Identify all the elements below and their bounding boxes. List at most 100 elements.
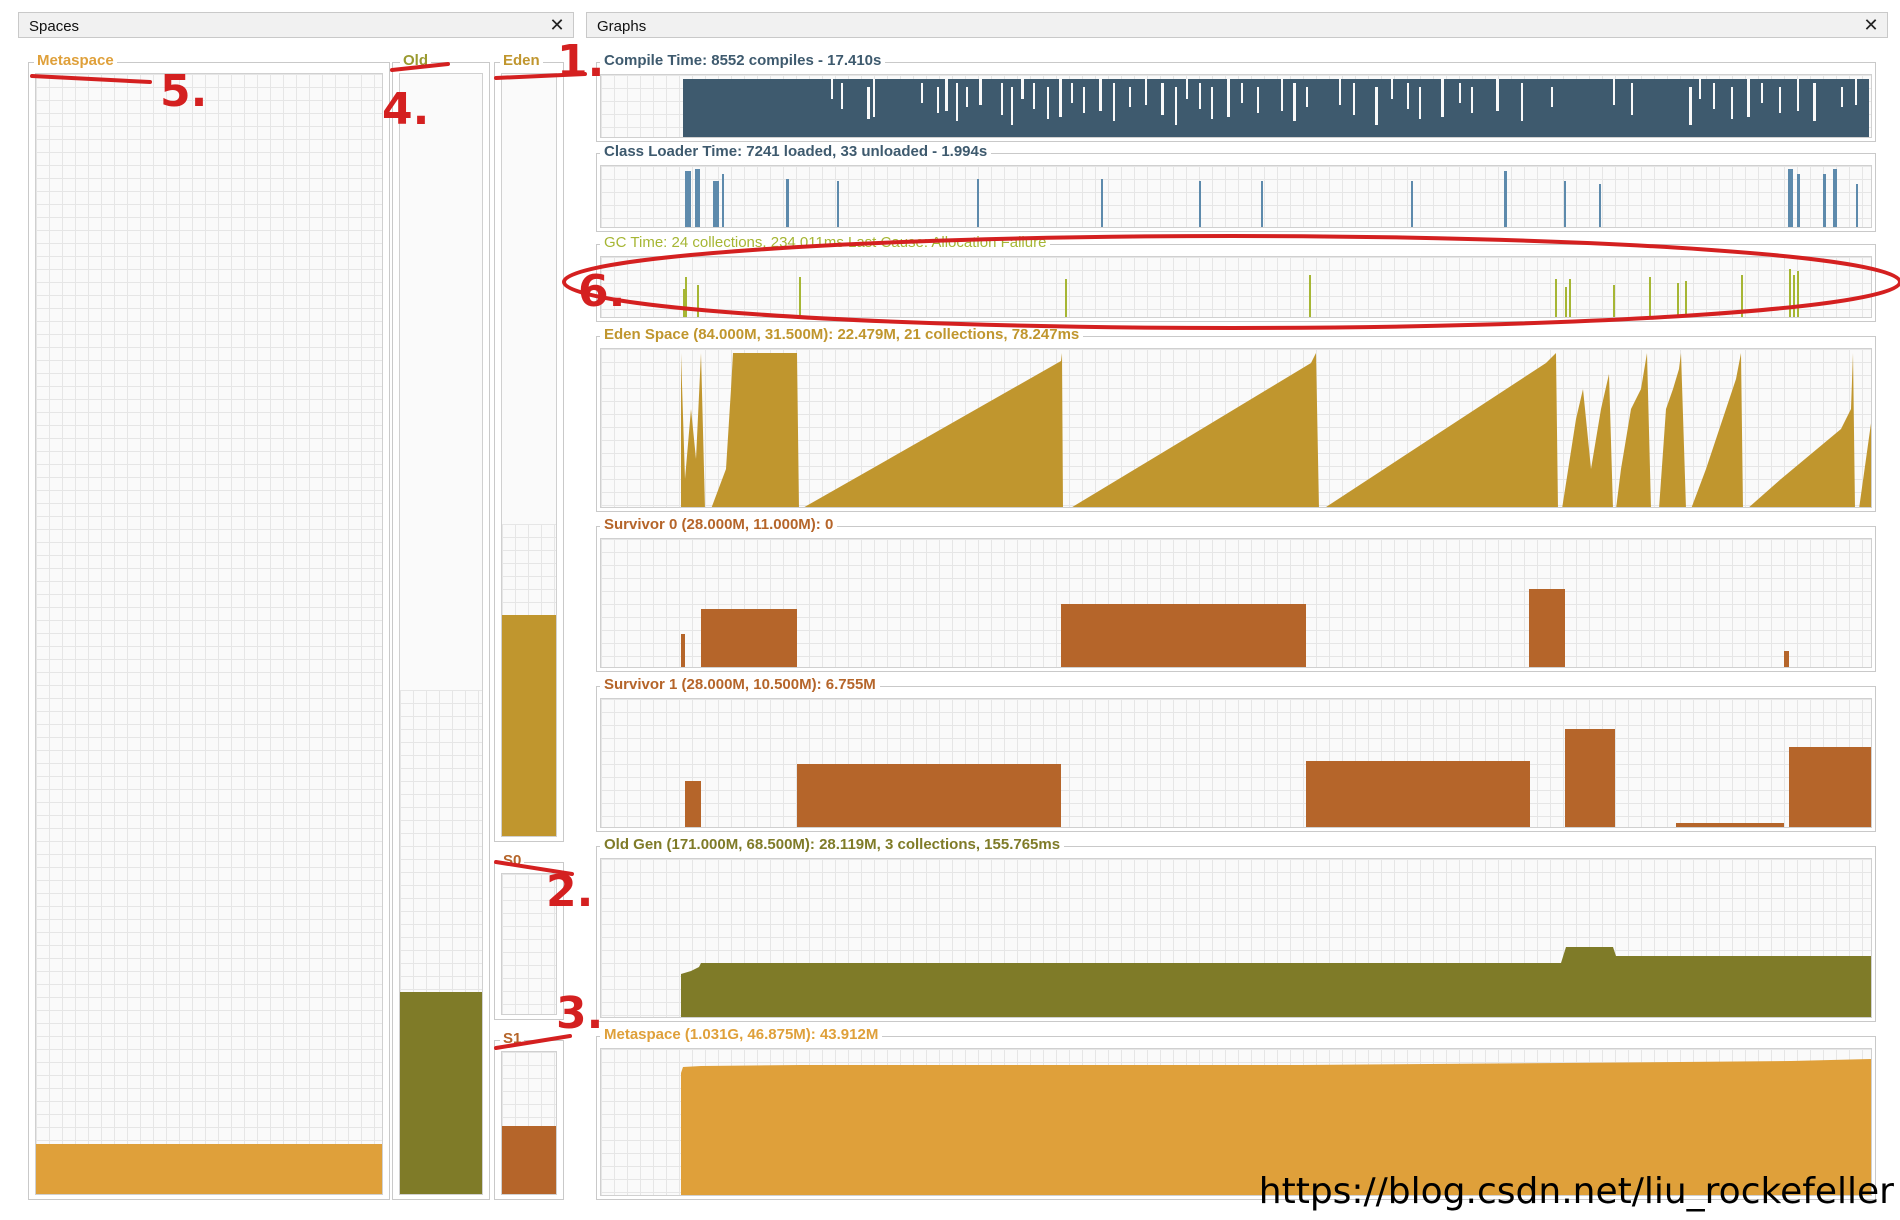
compile-gap [1471,87,1473,113]
gc-spike [697,285,699,317]
metaspace-space-label: Metaspace [34,52,117,69]
gc-spike [685,277,687,317]
classloader-spike [1823,174,1826,227]
compile-gap [1747,79,1750,117]
spaces-close-icon[interactable]: ✕ [549,15,565,35]
compile-graph-label: Compile Time: 8552 compiles - 17.410s [600,52,886,69]
spaces-panel-title: Spaces [29,18,80,35]
eden-graph-svg [681,353,1871,507]
compile-gap [1059,79,1062,117]
s0-bar-5 [1784,651,1789,667]
gc-spike [1677,283,1679,317]
s1-graph-label: Survivor 1 (28.000M, 10.500M): 6.755M [600,676,880,693]
eden-graph-area [600,348,1872,508]
compile-gap [1021,79,1024,99]
eden-space-label: Eden [500,52,543,69]
compile-gap [1199,83,1201,109]
classloader-spike [695,169,700,227]
compile-gap [831,79,833,99]
compile-gap [956,83,958,121]
compile-gap [1241,83,1243,103]
s1-bar-4 [1565,729,1615,827]
compile-gap [1227,79,1230,117]
gc-spike [683,289,685,317]
spaces-panel-header: Spaces ✕ [18,12,574,38]
classloader-spike [685,171,691,227]
metaspace-graph-box [596,1036,1876,1200]
s0-space-label: S0 [500,852,525,869]
s1-space-area [501,1051,557,1195]
s0-space-box [494,862,564,1020]
classloader-spike [722,174,724,227]
s1-bar-1 [685,781,701,827]
gc-spike [1569,279,1571,317]
compile-gap [1419,87,1421,119]
s0-graph-area [600,538,1872,668]
eden-space-box [494,62,564,842]
compile-gap [1441,79,1444,117]
compile-graph-svg [683,79,1869,137]
old-space-box [392,62,490,1200]
gc-spike [1649,277,1651,317]
compile-gap [1797,79,1799,111]
compile-gap [966,87,968,107]
gc-spike [1793,275,1795,317]
compile-gap [1761,83,1763,103]
old-space-label: Old [400,52,431,69]
watermark-url: https://blog.csdn.net/liu_rockefeller [1258,1171,1894,1212]
graphs-panel-header: Graphs ✕ [586,12,1888,38]
classloader-spike [786,179,789,227]
compile-gap [1293,83,1296,121]
compile-gap [1551,87,1553,107]
classloader-spike [1261,181,1263,227]
compile-gap [1407,83,1409,109]
s1-graph-area [600,698,1872,828]
compile-gap [1306,87,1308,107]
old-graph-box [596,846,1876,1022]
graphs-close-icon[interactable]: ✕ [1863,15,1879,35]
old-space-area [399,73,483,1195]
classloader-spike [713,181,719,227]
compile-gap [1521,83,1523,121]
compile-gap [1011,87,1013,125]
compile-gap [1033,83,1035,109]
gc-graph-svg [683,269,1799,317]
compile-gap [1113,83,1115,121]
s1-bar-3 [1306,761,1530,827]
s0-bar-2 [701,609,797,667]
classloader-spike [1788,169,1793,227]
classloader-spike [1504,171,1507,227]
compile-gap [1496,79,1499,111]
compile-gap [1689,87,1692,125]
compile-gap [873,79,875,117]
metaspace-graph-area [600,1048,1872,1196]
classloader-graph-label: Class Loader Time: 7241 loaded, 33 unloa… [600,143,992,160]
compile-gap [1353,83,1355,115]
compile-gap [1099,79,1102,111]
s0-space-area [501,873,557,1015]
s0-bar-1 [681,634,685,667]
compile-gap [1631,83,1633,115]
compile-gap [1145,79,1147,105]
old-usage-series [681,947,1871,1017]
compile-gap [1613,79,1615,105]
classloader-graph-box [596,153,1876,232]
classloader-spike [1411,181,1413,227]
gc-graph-area [600,256,1872,318]
compile-gap [979,79,982,105]
old-graph-svg [681,947,1871,1017]
compile-gap [1071,83,1073,103]
compile-gap [1001,83,1003,115]
gc-spike [1797,271,1799,317]
s1-graph-svg [685,729,1871,827]
s0-graph-svg [681,589,1789,667]
gc-spike [1789,269,1791,317]
compile-gap [1779,87,1781,113]
compile-gap [1841,87,1843,107]
compile-gap [1731,87,1733,119]
classloader-spike [1599,184,1601,227]
compile-gap [1339,79,1341,105]
eden-space-area [501,73,557,837]
metaspace-space-area [35,73,383,1195]
classloader-spikes [685,169,1858,227]
